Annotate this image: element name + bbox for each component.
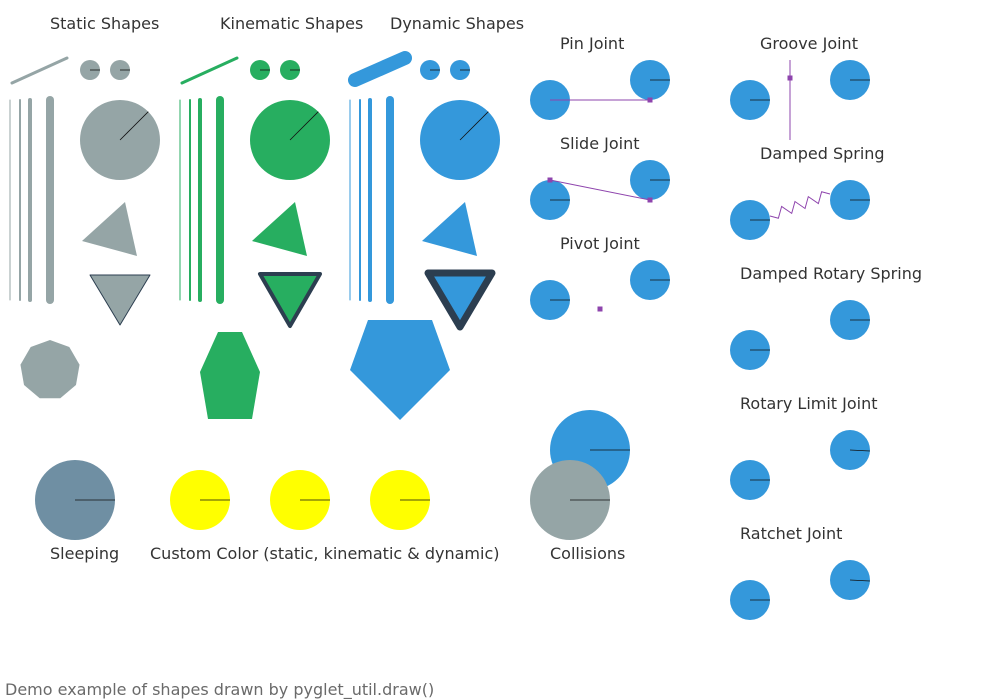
static-rotated-triangle <box>82 202 137 256</box>
kinematic-big-circle-angle-line <box>289 111 319 141</box>
ratchet-joint-ball-b-angle-line <box>849 579 870 582</box>
custom-color-label: Custom Color (static, kinematic & dynami… <box>150 544 500 563</box>
damped-spring-label: Damped Spring <box>760 144 885 163</box>
dynamic-down-triangle <box>424 269 496 331</box>
groove-joint-label: Groove Joint <box>760 34 858 53</box>
rotary-limit-joint-label: Rotary Limit Joint <box>740 394 878 413</box>
pin-joint-anchor <box>647 97 653 103</box>
pivot-joint-anchor <box>597 306 603 312</box>
kinematic-diagonal-segment <box>180 56 239 85</box>
static-down-triangle <box>89 274 151 326</box>
pin-joint-label: Pin Joint <box>560 34 625 53</box>
kinematic-shapes-label: Kinematic Shapes <box>220 14 364 33</box>
slide-joint-anchor-b <box>647 197 653 203</box>
dynamic-rotated-triangle <box>422 202 477 256</box>
pivot-joint-label: Pivot Joint <box>560 234 640 253</box>
dynamic-pentagon <box>350 320 450 420</box>
static-polygon <box>20 340 80 399</box>
kinematic-polygon <box>200 332 260 419</box>
dynamic-shapes-label: Dynamic Shapes <box>390 14 525 33</box>
damped-spring-coil <box>769 191 831 219</box>
static-shapes-label: Static Shapes <box>50 14 160 33</box>
groove-joint-anchor <box>787 75 793 81</box>
slide-joint-label: Slide Joint <box>560 134 640 153</box>
kinematic-down-triangle <box>258 272 322 328</box>
static-big-circle-angle-line <box>119 111 149 141</box>
slide-joint-anchor-a <box>547 177 553 183</box>
sleeping-label: Sleeping <box>50 544 120 563</box>
static-diagonal-segment <box>10 56 69 85</box>
footer-caption: Demo example of shapes drawn by pyglet_u… <box>5 680 435 699</box>
rotary-limit-ball-b-angle-line <box>849 449 870 452</box>
ratchet-joint-label: Ratchet Joint <box>740 524 843 543</box>
kinematic-rotated-triangle <box>252 202 307 256</box>
slide-joint-line <box>549 179 651 201</box>
dynamic-big-circle-angle-line <box>459 111 489 141</box>
dynamic-diagonal-segment <box>348 51 412 87</box>
damped-rotary-spring-label: Damped Rotary Spring <box>740 264 922 283</box>
collisions-label: Collisions <box>550 544 626 563</box>
